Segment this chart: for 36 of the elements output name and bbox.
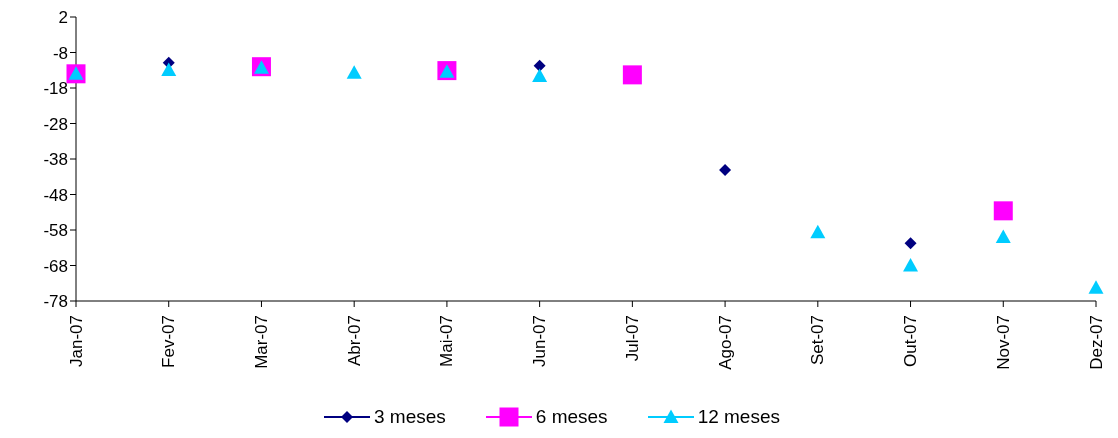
y-tick-label: -28 (43, 114, 68, 134)
x-tick-label: Jan-07 (66, 315, 86, 367)
x-tick-label: Mar-07 (251, 315, 271, 369)
x-tick-label: Fev-07 (159, 315, 179, 368)
y-tick-label: -48 (43, 185, 68, 205)
y-tick-label: -58 (43, 221, 68, 241)
x-tick-label: Out-07 (901, 315, 921, 367)
x-tick-label: Set-07 (808, 315, 828, 366)
x-tick-label: Jul-07 (622, 315, 642, 362)
point (719, 164, 732, 177)
point (346, 65, 362, 79)
point (995, 229, 1011, 244)
point (904, 237, 917, 250)
point (1088, 280, 1104, 294)
point (161, 62, 177, 76)
x-tick-label: Mai-07 (437, 315, 457, 367)
x-tick-label: Ago-07 (715, 315, 735, 370)
point (532, 68, 548, 82)
y-tick-label: -68 (43, 256, 68, 276)
legend-label: 6 meses (534, 406, 608, 428)
y-tick-label: -38 (43, 150, 68, 170)
y-tick-label: -18 (43, 79, 68, 99)
x-tick-label: Dez-07 (1086, 315, 1106, 370)
point (993, 201, 1013, 221)
point (903, 258, 919, 272)
legend-label: 12 meses (696, 406, 780, 428)
x-tick-label: Jun-07 (530, 315, 550, 367)
point (533, 59, 546, 72)
point (622, 65, 642, 85)
point (810, 224, 826, 239)
y-tick-label: 2 (58, 8, 68, 28)
legend-label: 3 meses (373, 406, 446, 428)
x-tick-label: Abr-07 (344, 315, 364, 367)
y-tick-label: -78 (43, 292, 68, 312)
x-tick-label: Nov-07 (993, 315, 1013, 370)
y-tick-label: -8 (52, 43, 68, 63)
